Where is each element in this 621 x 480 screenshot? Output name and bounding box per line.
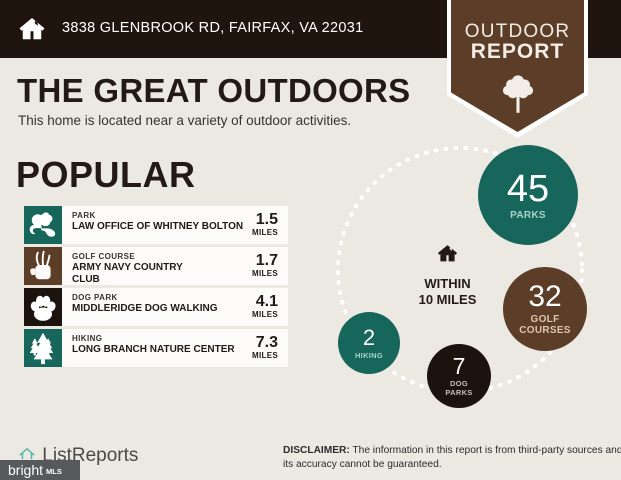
- svg-text:REPORT: REPORT: [471, 40, 565, 63]
- svg-text:OUTDOOR: OUTDOOR: [465, 21, 571, 42]
